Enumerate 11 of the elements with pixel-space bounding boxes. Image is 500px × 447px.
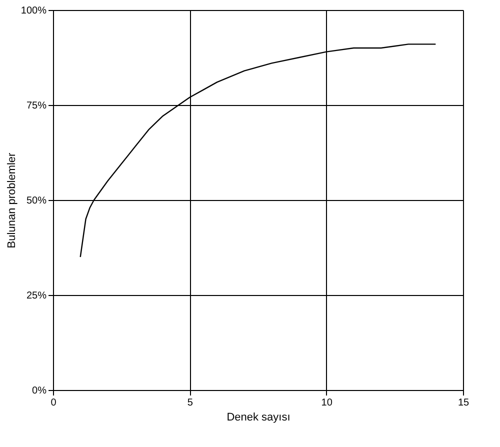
y-tick-label: 25% (26, 290, 47, 302)
x-tick-label: 10 (321, 398, 333, 408)
x-tick-label: 5 (187, 398, 194, 408)
x-tick-label: 0 (50, 398, 57, 408)
y-tick-label: 0% (32, 386, 47, 396)
x-tick-label: 15 (458, 398, 470, 408)
y-tick-label: 100% (20, 6, 47, 16)
y-tick-label: 75% (26, 100, 47, 112)
x-axis-title: Denek sayısı (226, 412, 290, 424)
y-tick-label: 50% (26, 196, 47, 206)
y-axis-title: Bulunan problemler (6, 152, 18, 248)
